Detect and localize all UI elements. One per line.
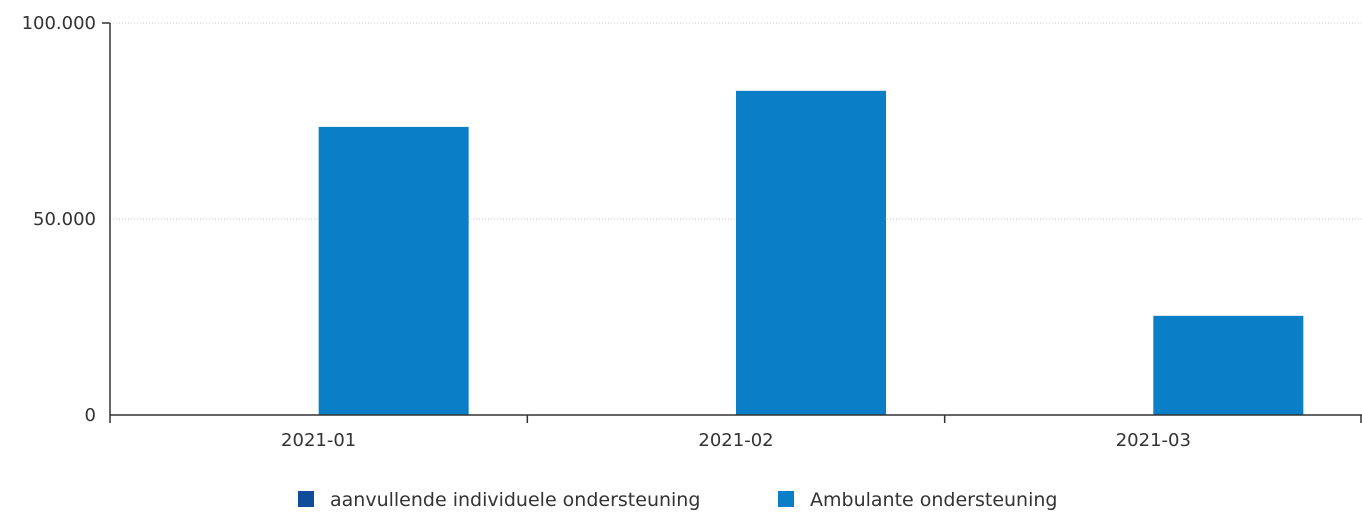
x-axis-tick-labels: 2021-01 2021-02 2021-03: [281, 430, 1191, 451]
bar[interactable]: [1153, 315, 1304, 415]
legend-label: Ambulante ondersteuning: [810, 489, 1057, 511]
legend: aanvullende individuele ondersteuning Am…: [298, 489, 1057, 511]
y-tick-label: 50.000: [33, 209, 96, 230]
legend-label: aanvullende individuele ondersteuning: [330, 489, 700, 511]
y-axis-tick-labels: 0 50.000 100.000: [22, 13, 96, 426]
legend-item[interactable]: Ambulante ondersteuning: [778, 489, 1057, 511]
y-tick-label: 100.000: [22, 13, 96, 34]
legend-swatch: [298, 491, 314, 507]
y-tick-label: 0: [85, 405, 96, 426]
legend-swatch: [778, 491, 794, 507]
bar[interactable]: [318, 126, 469, 415]
x-tick-label: 2021-03: [1116, 430, 1191, 451]
axes: [102, 22, 1362, 423]
bars: [318, 90, 1304, 415]
legend-item[interactable]: aanvullende individuele ondersteuning: [298, 489, 700, 511]
x-tick-label: 2021-02: [698, 430, 773, 451]
x-tick-label: 2021-01: [281, 430, 356, 451]
bar[interactable]: [736, 90, 886, 415]
